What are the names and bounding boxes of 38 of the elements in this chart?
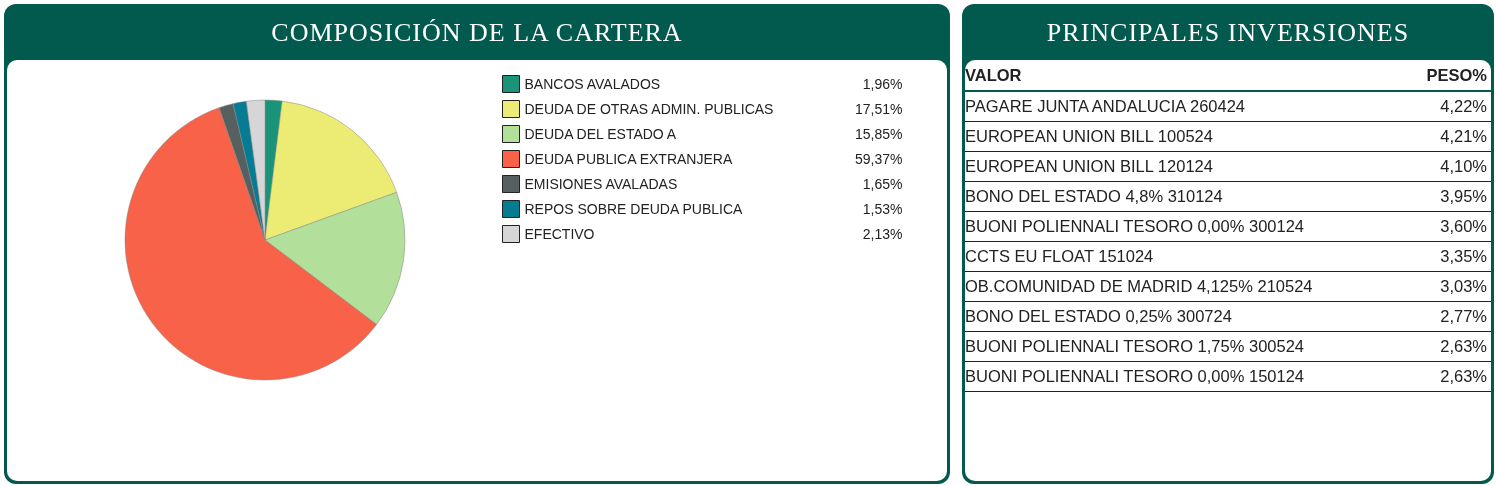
category-label: BUONI POLIENNALI TESORO 0,00% 150124 bbox=[965, 367, 1305, 386]
data-label: 1,65% bbox=[862, 176, 903, 192]
data-label: 4,10% bbox=[1440, 157, 1487, 176]
category-label: BONO DEL ESTADO 4,8% 310124 bbox=[965, 187, 1223, 206]
category-label: PAGARE JUNTA ANDALUCIA 260424 bbox=[965, 97, 1246, 116]
data-label: 2,13% bbox=[862, 226, 903, 242]
category-label: EUROPEAN UNION BILL 100524 bbox=[965, 127, 1213, 146]
category-label: BONO DEL ESTADO 0,25% 300724 bbox=[965, 307, 1232, 326]
text: PRINCIPALES INVERSIONES bbox=[1045, 17, 1411, 49]
data-label: 4,22% bbox=[1440, 97, 1487, 116]
data-label: 4,21% bbox=[1440, 127, 1487, 146]
data-label: 3,95% bbox=[1440, 187, 1487, 206]
category-label: OB.COMUNIDAD DE MADRID 4,125% 210524 bbox=[965, 277, 1313, 296]
data-label: 3,35% bbox=[1440, 247, 1487, 266]
category-label: EUROPEAN UNION BILL 120124 bbox=[965, 157, 1213, 176]
data-label: 1,53% bbox=[862, 201, 903, 217]
data-label: 15,85% bbox=[855, 126, 903, 142]
data-label: 59,37% bbox=[855, 151, 903, 167]
text: VALOR bbox=[965, 65, 1022, 85]
data-label: 2,63% bbox=[1440, 337, 1487, 356]
legend-label: DEUDA PUBLICA EXTRANJERA bbox=[524, 151, 733, 167]
category-label: BUONI POLIENNALI TESORO 1,75% 300524 bbox=[965, 337, 1305, 356]
data-label: 2,77% bbox=[1440, 307, 1487, 326]
text: PESO% bbox=[1426, 65, 1487, 85]
data-label: 3,60% bbox=[1440, 217, 1487, 236]
legend-label: EFECTIVO bbox=[524, 226, 595, 242]
data-label: 1,96% bbox=[862, 76, 903, 92]
legend-label: DEUDA DE OTRAS ADMIN. PUBLICAS bbox=[524, 101, 774, 117]
data-label: 17,51% bbox=[855, 101, 903, 117]
chart-title: COMPOSICIÓN DE LA CARTERA bbox=[270, 17, 684, 49]
category-label: BUONI POLIENNALI TESORO 0,00% 300124 bbox=[965, 217, 1305, 236]
data-label: 2,63% bbox=[1440, 367, 1487, 386]
data-label: 3,03% bbox=[1440, 277, 1487, 296]
legend-label: EMISIONES AVALADAS bbox=[524, 176, 678, 192]
legend-label: BANCOS AVALADOS bbox=[524, 76, 661, 92]
legend-label: DEUDA DEL ESTADO A bbox=[524, 126, 677, 142]
legend-label: REPOS SOBRE DEUDA PUBLICA bbox=[524, 201, 743, 217]
category-label: CCTS EU FLOAT 151024 bbox=[965, 247, 1154, 266]
